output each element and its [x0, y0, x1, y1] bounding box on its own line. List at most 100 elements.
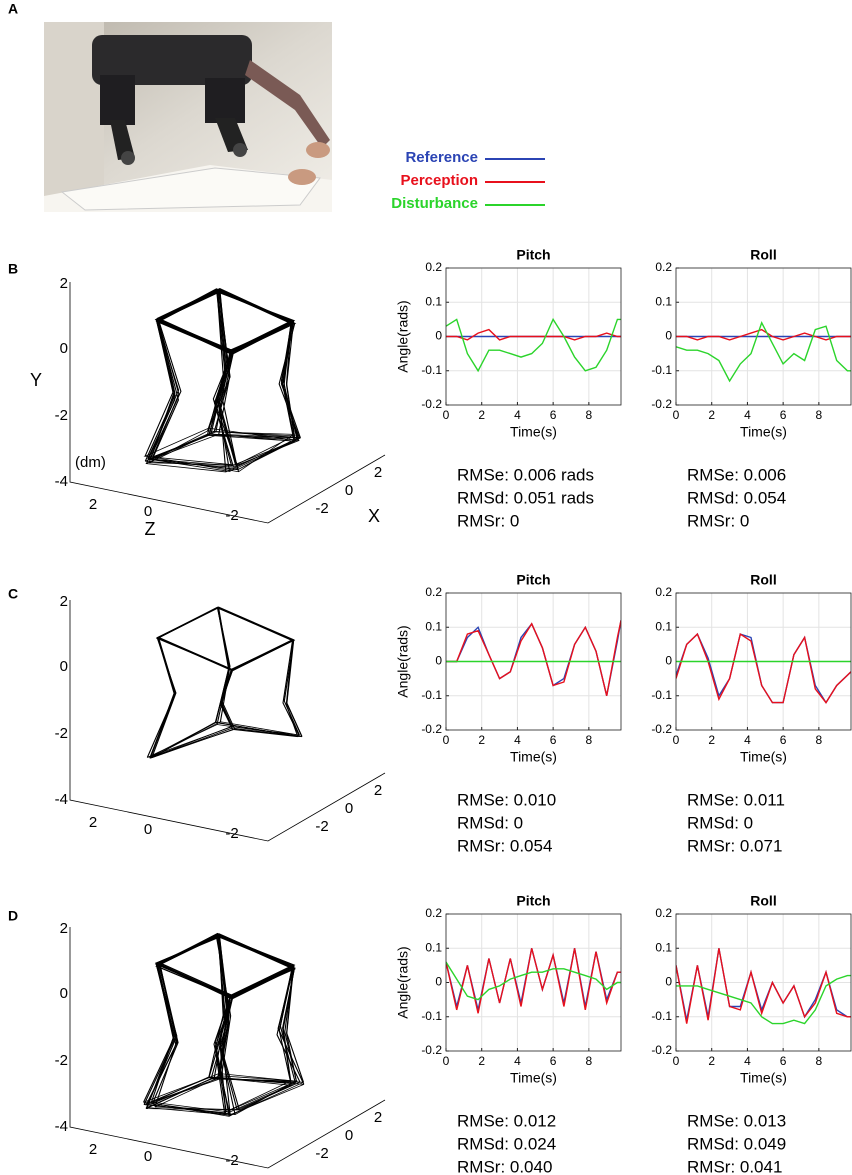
x-tick-label: 4 [514, 1054, 521, 1068]
stat-text: RMSr: 0 [687, 511, 749, 530]
y-tick-label: -0.2 [421, 397, 442, 411]
wire-top [159, 608, 294, 670]
x-tick-label: 8 [586, 733, 593, 747]
series-line [446, 948, 621, 1013]
wire-feet [152, 722, 298, 758]
legend-label: Reference [405, 149, 478, 166]
wire-leg [150, 318, 181, 459]
z-tick-label: 0 [144, 1148, 152, 1165]
y-tick-label: -0.1 [421, 1009, 442, 1023]
x-tick-label: 0 [443, 408, 450, 422]
x-tick-label: 0 [345, 800, 353, 817]
wireframe-drawings [144, 289, 304, 1117]
x-axis-label: Time(s) [510, 1070, 557, 1086]
y-tick-label: 0.2 [655, 906, 672, 920]
x-axis-label: Time(s) [740, 749, 787, 765]
z-tick-label: 2 [89, 1141, 97, 1158]
wire-top [160, 934, 295, 996]
y-axis-label: Angle(rads) [395, 625, 411, 697]
y-tick-label: -2 [55, 725, 68, 742]
y-tick-label: -0.1 [651, 363, 672, 377]
wire-leg [144, 965, 175, 1103]
wire-feet [150, 723, 302, 759]
stat-text: RMSd: 0.024 [457, 1134, 556, 1153]
x-tick-label: 6 [780, 408, 787, 422]
x-axis-label: Time(s) [510, 749, 557, 765]
x-tick-label: -2 [315, 818, 328, 835]
wire-feet [150, 722, 300, 758]
x-tick-label: 6 [550, 408, 557, 422]
y-tick-label: -0.2 [651, 722, 672, 736]
x-tick-label: 2 [374, 464, 382, 481]
y-tick-label: -0.1 [651, 688, 672, 702]
y-tick-label: -2 [55, 407, 68, 424]
wire-top [157, 607, 293, 669]
stat-text: RMSe: 0.011 [687, 790, 785, 809]
x-tick-label: 2 [478, 408, 485, 422]
y-tick-label: 0.2 [655, 585, 672, 599]
series-line [446, 962, 621, 1000]
x-tick-label: 4 [514, 733, 521, 747]
x-axis-label: Time(s) [740, 1070, 787, 1086]
panel-letter: D [8, 908, 18, 924]
series-line [446, 319, 621, 370]
stat-text: RMSd: 0.049 [687, 1134, 786, 1153]
x-tick-label: 6 [550, 733, 557, 747]
x-tick-label: 4 [744, 1054, 751, 1068]
series-line [446, 330, 621, 340]
x-tick-label: 8 [586, 408, 593, 422]
y-tick-label: 0.1 [425, 294, 442, 308]
x-tick-label: 0 [443, 733, 450, 747]
series-line [676, 330, 851, 340]
y-tick-label: 0 [435, 329, 442, 343]
x-tick-label: 2 [374, 1109, 382, 1126]
figure: ABCDReferencePerceptionDisturbance20-2-4… [0, 0, 852, 1175]
series-line [446, 620, 621, 695]
x-tick-label: 8 [816, 408, 823, 422]
wire-top [160, 936, 294, 997]
x-tick-label: -2 [315, 1145, 328, 1162]
wire-feet [147, 725, 302, 758]
z-tick-label: 2 [89, 496, 97, 513]
panel-letter: A [8, 1, 18, 17]
z-tick-label: -2 [225, 507, 238, 524]
x-tick-label: 0 [345, 1127, 353, 1144]
wire-leg [147, 638, 174, 758]
axis-box [70, 282, 385, 523]
wire-feet [151, 722, 300, 756]
y-tick-label: 0 [665, 654, 672, 668]
x-tick-label: 0 [673, 733, 680, 747]
y-tick-label: -0.1 [421, 363, 442, 377]
x-tick-label: 2 [708, 1054, 715, 1068]
y-tick-label: 2 [60, 593, 68, 610]
x-tick-label: 8 [816, 733, 823, 747]
panel-letter: B [8, 261, 18, 277]
axis-label: Z [145, 519, 156, 539]
stat-text: RMSd: 0.054 [687, 488, 786, 507]
y-tick-label: -0.1 [421, 688, 442, 702]
series-line [676, 634, 851, 703]
chart-title: Pitch [516, 572, 550, 588]
stat-text: RMSr: 0.041 [687, 1157, 782, 1175]
wire-leg [144, 964, 174, 1105]
x-tick-label: 0 [673, 1054, 680, 1068]
z-tick-label: 0 [144, 821, 152, 838]
y-tick-label: 0 [60, 340, 68, 357]
wire-top [158, 608, 293, 670]
z-tick-label: -2 [225, 825, 238, 842]
y-tick-label: 0.1 [425, 619, 442, 633]
panel-letter: C [8, 586, 18, 602]
y-tick-label: -0.2 [421, 1043, 442, 1057]
axis-box [70, 927, 385, 1168]
y-tick-label: -4 [55, 473, 68, 490]
y-tick-label: 0.1 [655, 619, 672, 633]
y-axis-label: Angle(rads) [395, 300, 411, 372]
y-tick-label: -4 [55, 1118, 68, 1135]
x-tick-label: 6 [550, 1054, 557, 1068]
y-tick-label: -0.2 [651, 1043, 672, 1057]
chart-title: Pitch [516, 893, 550, 909]
x-tick-label: 6 [780, 733, 787, 747]
wire-top [158, 607, 294, 670]
stat-text: RMSr: 0 [457, 511, 519, 530]
y-tick-label: 0 [435, 975, 442, 989]
